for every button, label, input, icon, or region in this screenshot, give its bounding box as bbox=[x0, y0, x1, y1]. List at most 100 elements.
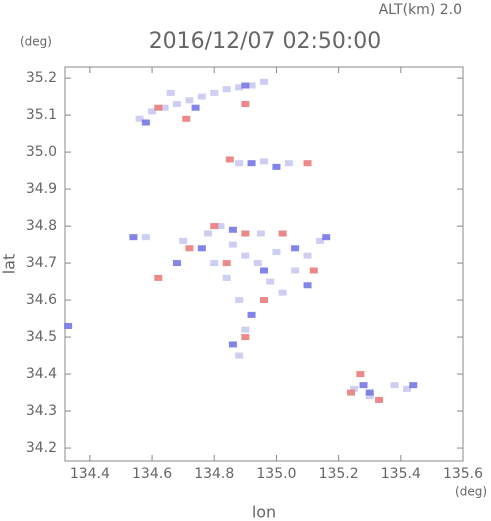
radar-point bbox=[222, 274, 231, 281]
radar-point bbox=[260, 297, 268, 304]
y-unit: (deg) bbox=[20, 35, 52, 49]
radar-point bbox=[235, 160, 244, 167]
radar-point bbox=[303, 160, 312, 167]
radar-point bbox=[172, 100, 181, 107]
radar-point bbox=[409, 382, 418, 389]
radar-point bbox=[247, 160, 256, 167]
radar-point bbox=[228, 241, 237, 248]
radar-point bbox=[222, 86, 231, 93]
radar-point bbox=[210, 89, 219, 96]
radar-point bbox=[166, 89, 175, 96]
radar-point bbox=[309, 267, 318, 274]
radar-point bbox=[141, 119, 150, 126]
radar-point bbox=[350, 385, 359, 392]
plot-frame bbox=[64, 66, 464, 462]
radar-point bbox=[154, 274, 163, 281]
chart-title: 2016/12/07 02:50:00 bbox=[149, 29, 382, 54]
radar-point bbox=[210, 223, 219, 230]
radar-point bbox=[182, 115, 191, 122]
radar-point bbox=[179, 237, 188, 244]
y-tick-label: 34.2 bbox=[26, 440, 57, 456]
radar-point bbox=[241, 82, 250, 89]
radar-point bbox=[375, 396, 384, 403]
radar-point bbox=[225, 156, 234, 163]
radar-point bbox=[272, 163, 281, 170]
radar-point bbox=[241, 326, 250, 333]
radar-point bbox=[278, 289, 287, 296]
radar-point bbox=[365, 389, 374, 396]
x-tick-label: 134.6 bbox=[132, 466, 172, 482]
radar-point bbox=[347, 389, 356, 396]
y-tick-label: 34.3 bbox=[26, 403, 57, 419]
radar-point bbox=[185, 97, 194, 104]
radar-point bbox=[322, 234, 331, 241]
y-tick-label: 34.7 bbox=[26, 255, 57, 271]
y-tick-label: 34.6 bbox=[26, 292, 57, 308]
radar-point bbox=[315, 237, 324, 244]
radar-point bbox=[148, 108, 157, 115]
radar-point bbox=[256, 230, 265, 237]
radar-point bbox=[356, 371, 365, 378]
radar-point bbox=[266, 278, 275, 285]
radar-point bbox=[197, 93, 206, 100]
radar-point bbox=[197, 245, 206, 252]
y-tick-label: 34.5 bbox=[26, 329, 57, 345]
x-unit: (deg) bbox=[455, 485, 487, 499]
x-tick-label: 135.6 bbox=[443, 466, 483, 482]
radar-point bbox=[172, 260, 181, 267]
radar-point bbox=[272, 248, 281, 255]
radar-point bbox=[228, 226, 237, 233]
radar-point bbox=[204, 230, 213, 237]
radar-point bbox=[260, 78, 268, 85]
radar-point bbox=[260, 158, 268, 165]
y-tick-label: 35.1 bbox=[26, 107, 57, 123]
radar-point bbox=[64, 322, 73, 329]
radar-point bbox=[191, 104, 200, 111]
radar-point bbox=[390, 382, 399, 389]
radar-point bbox=[241, 230, 250, 237]
radar-point bbox=[303, 282, 312, 289]
radar-point bbox=[235, 352, 244, 359]
radar-point bbox=[278, 230, 287, 237]
y-axis-label: lat bbox=[0, 254, 19, 275]
x-tick-label: 135.4 bbox=[381, 466, 421, 482]
x-tick-label: 135.0 bbox=[256, 466, 296, 482]
radar-point bbox=[241, 100, 250, 107]
x-tick-label: 135.2 bbox=[319, 466, 359, 482]
radar-point bbox=[185, 245, 194, 252]
radar-point bbox=[154, 104, 163, 111]
x-tick-label: 134.4 bbox=[70, 466, 110, 482]
radar-point bbox=[235, 84, 244, 91]
radar-point bbox=[303, 252, 312, 259]
y-tick-label: 35.2 bbox=[26, 70, 57, 86]
y-tick-label: 34.4 bbox=[26, 366, 57, 382]
radar-point bbox=[253, 260, 262, 267]
radar-point bbox=[284, 160, 293, 167]
y-tick-label: 34.8 bbox=[26, 218, 57, 234]
radar-point bbox=[365, 393, 374, 400]
radar-point bbox=[141, 234, 150, 241]
radar-point bbox=[241, 252, 250, 259]
chart-subtitle: ALT(km) 2.0 bbox=[379, 2, 462, 18]
x-tick-label: 134.8 bbox=[194, 466, 234, 482]
radar-point bbox=[291, 245, 300, 252]
radar-point bbox=[129, 234, 138, 241]
radar-point bbox=[403, 385, 412, 392]
x-axis-label: lon bbox=[252, 503, 276, 521]
radar-point bbox=[260, 267, 268, 274]
radar-point bbox=[247, 311, 256, 318]
y-tick-label: 34.9 bbox=[26, 181, 57, 197]
radar-point bbox=[216, 223, 225, 230]
radar-point bbox=[210, 260, 219, 267]
radar-point bbox=[291, 267, 300, 274]
radar-point bbox=[222, 260, 231, 267]
radar-point bbox=[241, 334, 250, 341]
radar-point bbox=[135, 115, 144, 122]
radar-point bbox=[228, 341, 237, 348]
radar-point bbox=[235, 297, 244, 304]
radar-point bbox=[160, 104, 169, 111]
y-tick-label: 35.0 bbox=[26, 144, 57, 160]
radar-point bbox=[359, 382, 368, 389]
radar-point bbox=[247, 82, 256, 89]
